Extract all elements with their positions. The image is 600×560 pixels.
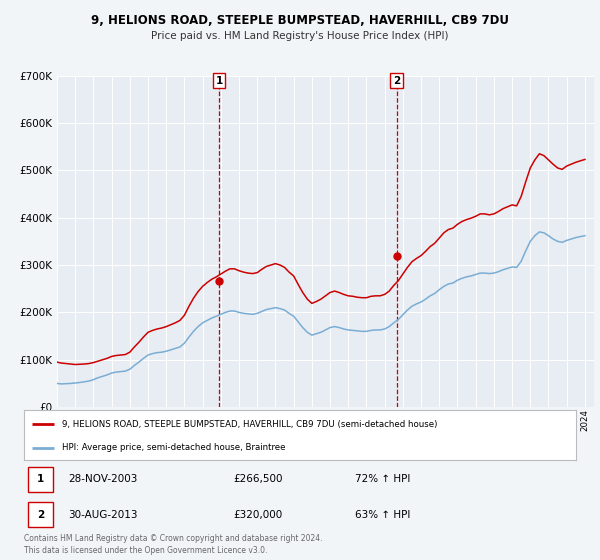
Text: 1: 1 [215, 76, 223, 86]
Text: This data is licensed under the Open Government Licence v3.0.: This data is licensed under the Open Gov… [24, 546, 268, 555]
Text: Contains HM Land Registry data © Crown copyright and database right 2024.: Contains HM Land Registry data © Crown c… [24, 534, 323, 543]
Text: £320,000: £320,000 [234, 510, 283, 520]
Text: HPI: Average price, semi-detached house, Braintree: HPI: Average price, semi-detached house,… [62, 443, 285, 452]
Text: 1: 1 [37, 474, 44, 484]
Text: 2: 2 [393, 76, 400, 86]
Text: 63% ↑ HPI: 63% ↑ HPI [355, 510, 410, 520]
FancyBboxPatch shape [28, 466, 53, 492]
Text: 9, HELIONS ROAD, STEEPLE BUMPSTEAD, HAVERHILL, CB9 7DU (semi-detached house): 9, HELIONS ROAD, STEEPLE BUMPSTEAD, HAVE… [62, 419, 437, 428]
Text: Price paid vs. HM Land Registry's House Price Index (HPI): Price paid vs. HM Land Registry's House … [151, 31, 449, 41]
Text: 28-NOV-2003: 28-NOV-2003 [68, 474, 137, 484]
Text: 30-AUG-2013: 30-AUG-2013 [68, 510, 137, 520]
Text: £266,500: £266,500 [234, 474, 283, 484]
Text: 72% ↑ HPI: 72% ↑ HPI [355, 474, 410, 484]
FancyBboxPatch shape [28, 502, 53, 528]
Text: 9, HELIONS ROAD, STEEPLE BUMPSTEAD, HAVERHILL, CB9 7DU: 9, HELIONS ROAD, STEEPLE BUMPSTEAD, HAVE… [91, 14, 509, 27]
Text: 2: 2 [37, 510, 44, 520]
